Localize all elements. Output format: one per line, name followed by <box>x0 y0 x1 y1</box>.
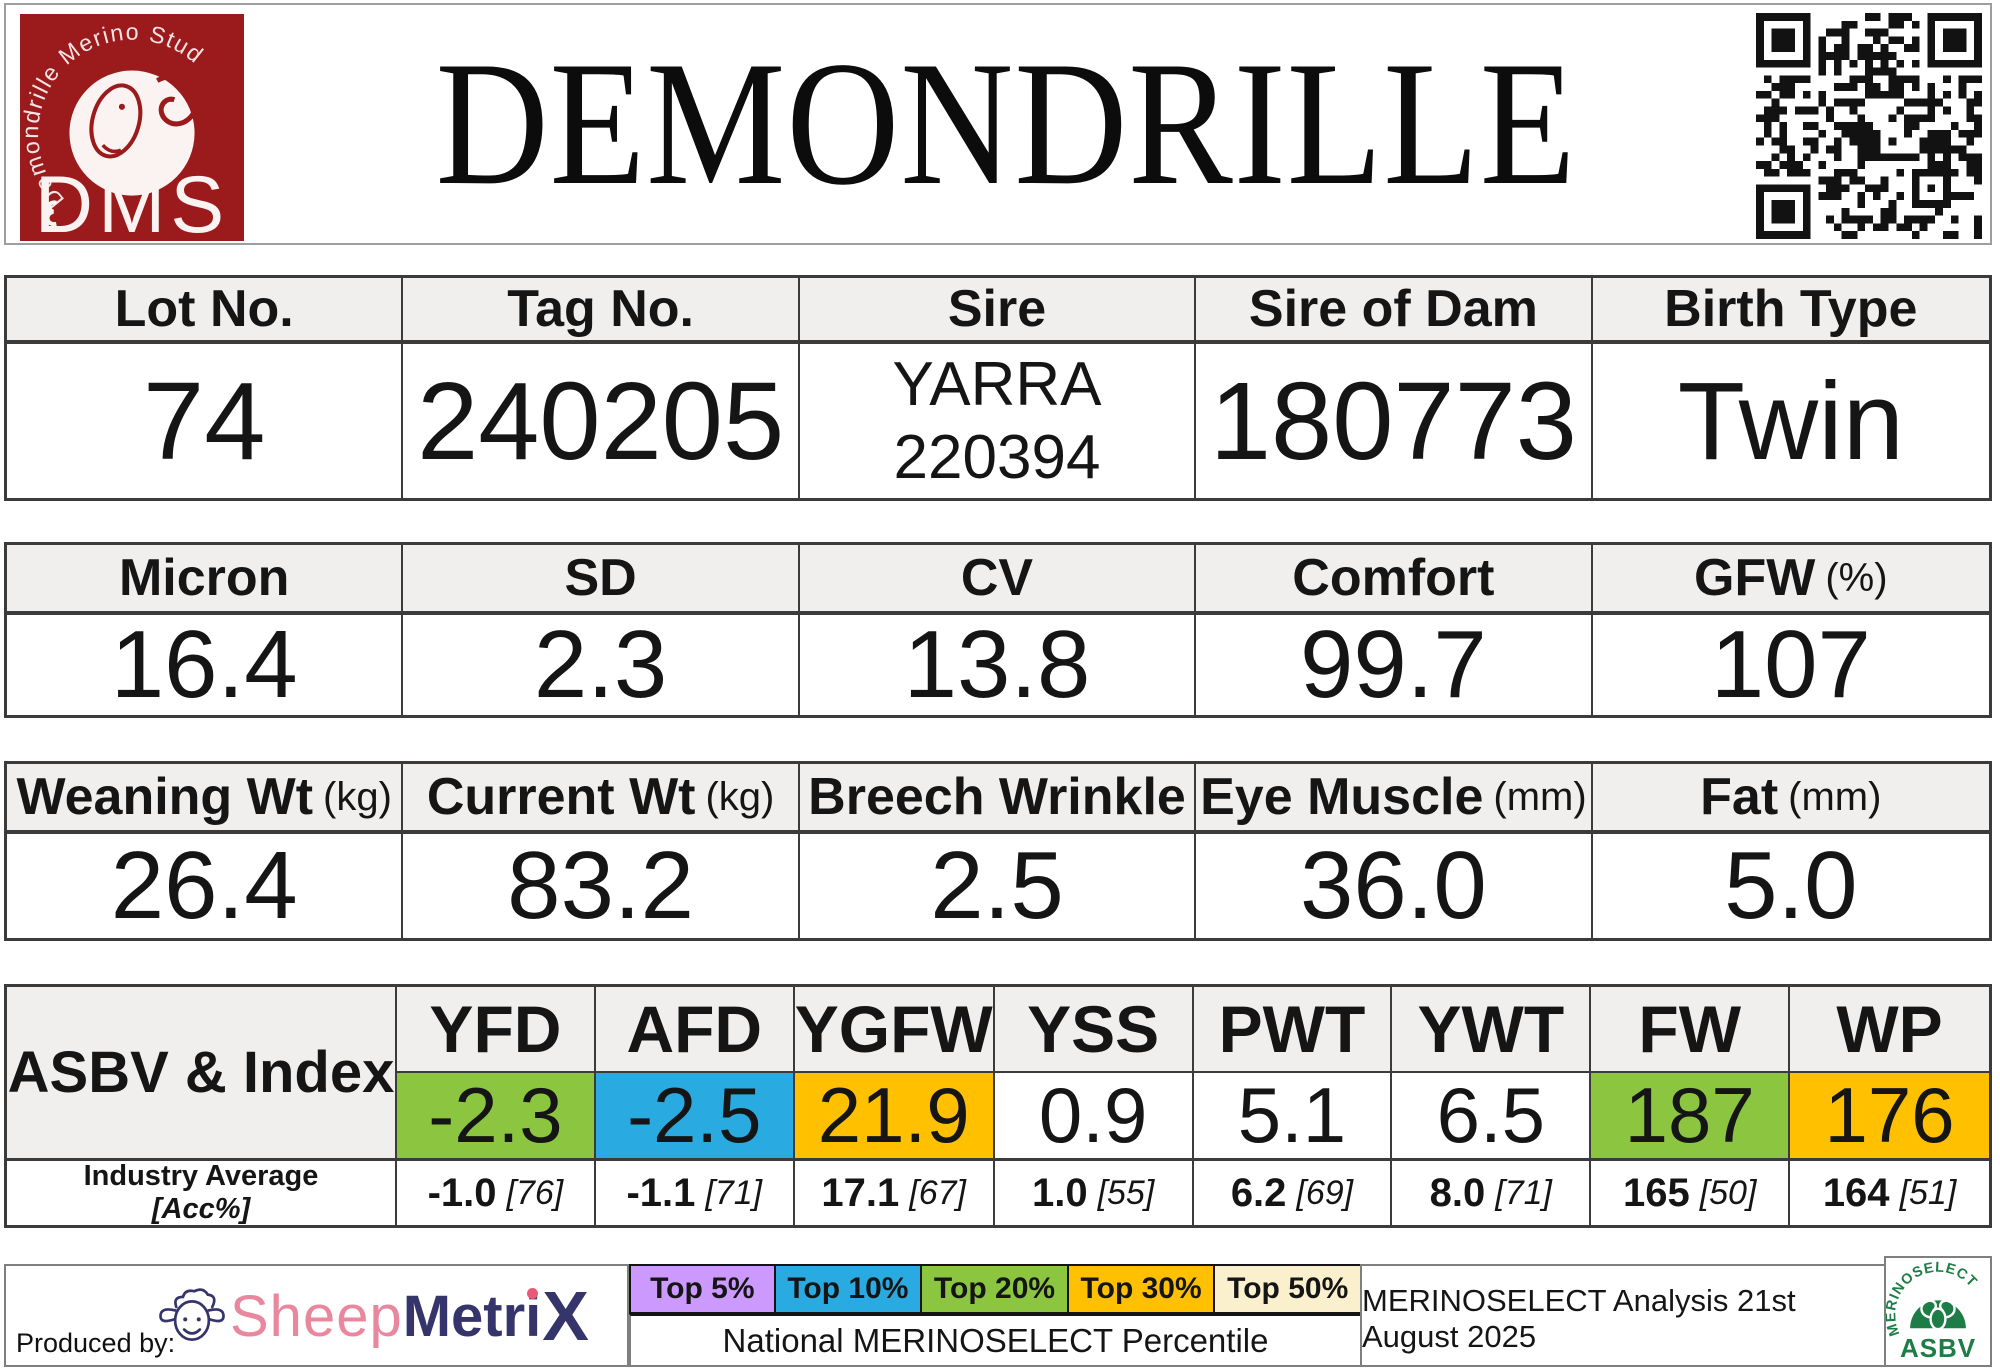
micron-value: 16.4 <box>7 611 404 718</box>
logo-initials: DMS <box>35 160 229 241</box>
sheep-head-icon <box>159 1288 225 1341</box>
sire-value: YARRA 220394 <box>800 344 1197 498</box>
column-header-birth-type: Birth Type <box>1592 278 1989 344</box>
asbv-header-yss: YSS <box>994 987 1194 1073</box>
column-header-eye-muscle: Eye Muscle (mm) <box>1196 764 1593 834</box>
column-header-sire: Sire <box>799 278 1197 344</box>
gfw-value: 107 <box>1710 611 1871 718</box>
produced-by-box: Produced by: Sheep Metri X <box>4 1264 629 1367</box>
industry-ywt: 8.0 [71] <box>1392 1161 1592 1225</box>
comfort-value: 99.7 <box>1196 611 1593 718</box>
asbv-value-pwt: 5.1 <box>1193 1071 1393 1161</box>
column-header-gfw: GFW (%) <box>1592 545 1989 615</box>
sire-name: YARRA <box>892 349 1102 419</box>
body-table: Weaning Wt (kg) Current Wt (kg) Breech Wri… <box>4 761 1992 941</box>
asbv-header-yfd: YFD <box>397 987 596 1073</box>
industry-yfd: -1.0 [76] <box>397 1161 596 1225</box>
current-wt-value: 83.2 <box>403 832 800 939</box>
asbv-header-wp: WP <box>1790 987 1989 1073</box>
sire-number: 220394 <box>893 423 1101 492</box>
legend-top5: Top 5% <box>629 1264 776 1314</box>
column-header-tag-no: Tag No. <box>403 278 800 344</box>
column-header-breech-wrinkle: Breech Wrinkle <box>799 764 1197 834</box>
legend-top10: Top 10% <box>773 1264 923 1314</box>
identity-table: Lot No. Tag No. Sire Sire of Dam Birth T… <box>4 275 1992 501</box>
qr-code <box>1756 13 1982 239</box>
asbv-header-ygfw: YGFW <box>794 987 995 1073</box>
column-header-sire-of-dam: Sire of Dam <box>1196 278 1593 344</box>
column-header-weaning-wt: Weaning Wt (kg) <box>7 764 404 834</box>
dms-stud-logo: Demondrille Merino Stud DMS <box>20 14 244 241</box>
asbv-header-ywt: YWT <box>1392 987 1592 1073</box>
lot-no-value: 74 <box>7 344 404 498</box>
sheepmetrix-logo: Sheep Metri X <box>156 1276 589 1356</box>
legend-top20: Top 20% <box>920 1264 1069 1314</box>
sheep-horn <box>156 73 200 127</box>
percentile-legend: Top 5% Top 10% Top 20% Top 30% Top 50% <box>629 1264 1362 1314</box>
fat-value: 5.0 <box>1724 832 1858 939</box>
industry-ygfw: 17.1 [67] <box>795 1161 995 1225</box>
asbv-header-pwt: PWT <box>1193 987 1393 1073</box>
percentile-caption: National MERINOSELECT Percentile <box>629 1314 1362 1367</box>
asbv-header-fw: FW <box>1591 987 1791 1073</box>
asbv-value-fw: 187 <box>1591 1071 1791 1161</box>
sd-value: 2.3 <box>403 611 800 718</box>
asbv-text: ASBV <box>1900 1333 1976 1363</box>
asbv-value-ywt: 6.5 <box>1392 1071 1592 1161</box>
produced-by-label: Produced by: <box>16 1328 176 1358</box>
asbv-value-ygfw: 21.9 <box>794 1071 995 1161</box>
asbv-header-afd: AFD <box>595 987 795 1073</box>
column-header-sd: SD <box>403 545 800 615</box>
footer: Produced by: Sheep Metri X Top 5% Top 10% … <box>4 1256 1992 1367</box>
industry-wp: 164 [51] <box>1822 1170 1957 1215</box>
industry-pwt: 6.2 [69] <box>1194 1161 1393 1225</box>
sire-of-dam-value: 180773 <box>1196 344 1593 498</box>
asbv-value-wp: 176 <box>1790 1071 1989 1161</box>
sheepmetrix-sheep-text: Sheep <box>230 1283 403 1349</box>
eye-muscle-value: 36.0 <box>1196 832 1593 939</box>
column-header-cv: CV <box>799 545 1197 615</box>
legend-top50: Top 50% <box>1213 1264 1362 1314</box>
industry-fw: 165 [50] <box>1591 1161 1791 1225</box>
sheepmetrix-metri-text: Metri <box>402 1283 542 1349</box>
column-header-comfort: Comfort <box>1196 545 1593 615</box>
sheep-face <box>89 83 143 159</box>
acc-percent-label: [Acc%] <box>151 1193 251 1225</box>
industry-yss: 1.0 [55] <box>995 1161 1194 1225</box>
asbv-table: ASBV & Index YFD AFD YGFW YSS PWT YWT FW… <box>4 984 1992 1228</box>
legend-top30: Top 30% <box>1066 1264 1216 1314</box>
header: Demondrille Merino Stud DMS DEMONDRILLE <box>4 3 1992 245</box>
sheepmetrix-x-text: X <box>542 1277 589 1355</box>
column-header-current-wt: Current Wt (kg) <box>403 764 800 834</box>
fleece-table: Micron SD CV Comfort GFW (%) 16.4 2.3 13.… <box>4 542 1992 718</box>
industry-afd: -1.1 [71] <box>596 1161 795 1225</box>
analysis-note: MERINOSELECT Analysis 21st August 2025 <box>1360 1264 1886 1367</box>
asbv-value-afd: -2.5 <box>595 1071 795 1161</box>
page-title: DEMONDRILLE <box>435 24 1577 222</box>
breech-wrinkle-value: 2.5 <box>800 832 1197 939</box>
logo-dome <box>1910 1300 1966 1329</box>
column-header-fat: Fat (mm) <box>1592 764 1989 834</box>
asbv-value-yfd: -2.3 <box>397 1071 596 1161</box>
asbv-value-yss: 0.9 <box>994 1071 1194 1161</box>
birth-type-value: Twin <box>1677 359 1904 483</box>
industry-average-label: Industry Average [Acc%] <box>7 1160 397 1225</box>
merinoselect-asbv-logo: MERINOSELECT ASBV <box>1883 1256 1992 1367</box>
cv-value: 13.8 <box>800 611 1197 718</box>
tag-no-value: 240205 <box>403 344 800 498</box>
column-header-micron: Micron <box>7 545 404 615</box>
asbv-row-label: ASBV & Index <box>7 987 397 1161</box>
column-header-lot-no: Lot No. <box>7 278 404 344</box>
weaning-wt-value: 26.4 <box>7 832 404 939</box>
